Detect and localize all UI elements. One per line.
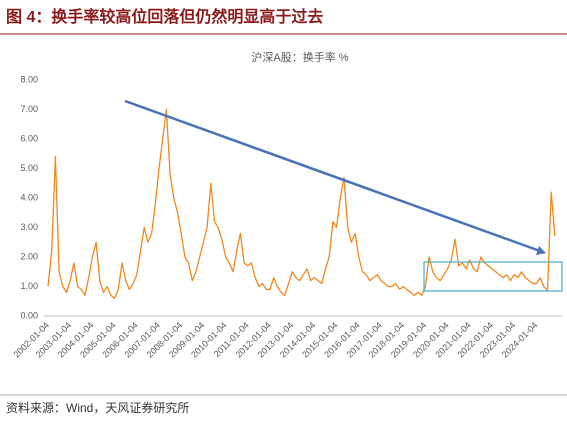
trend-arrow <box>124 99 541 253</box>
y-tick-label: 8.00 <box>20 74 38 84</box>
figure-title: 图 4：换手率较高位回落但仍然明显高于过去 <box>6 7 323 26</box>
arrow-head <box>536 246 546 255</box>
y-tick-label: 0.00 <box>20 310 38 320</box>
y-tick-label: 3.00 <box>20 222 38 232</box>
source: 资料来源：Wind，天风证券研究所 <box>6 400 189 415</box>
highlight-box <box>423 261 563 292</box>
y-tick-label: 2.00 <box>20 251 38 261</box>
y-tick-label: 6.00 <box>20 133 38 143</box>
y-tick-label: 1.00 <box>20 281 38 291</box>
series-line <box>47 108 556 299</box>
y-tick-label: 7.00 <box>20 104 38 114</box>
y-tick-label: 5.00 <box>20 163 38 173</box>
y-tick-label: 4.00 <box>20 192 38 202</box>
chart-title: 沪深A股：换手率 % <box>251 50 348 64</box>
plot: 0.001.002.003.004.005.006.007.008.002002… <box>11 74 562 360</box>
